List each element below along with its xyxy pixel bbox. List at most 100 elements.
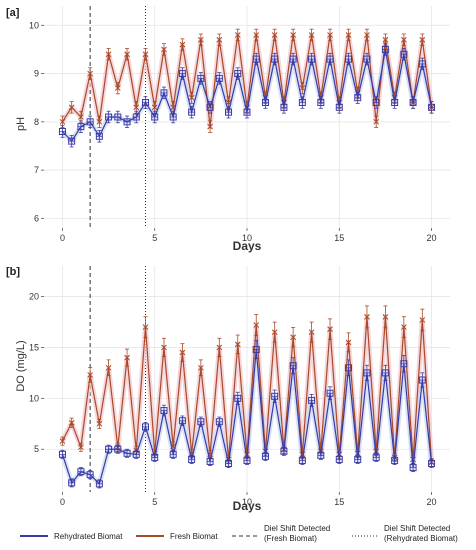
- marker-x: [308, 329, 315, 336]
- x-tick-label: 15: [334, 233, 344, 243]
- data-point-fresh: [87, 67, 93, 80]
- data-point-rehydrated: [169, 110, 177, 124]
- marker-x: [142, 51, 149, 58]
- data-point-rehydrated: [400, 48, 408, 61]
- panel-a-y-axis-title: pH: [15, 117, 27, 131]
- panel-a-diel-lines: [89, 6, 146, 228]
- marker-x: [382, 314, 389, 320]
- marker-x: [253, 32, 260, 38]
- marker-x: [234, 341, 241, 348]
- data-point-fresh: [142, 48, 149, 61]
- data-point-rehydrated: [308, 393, 316, 407]
- data-point-rehydrated: [77, 120, 85, 133]
- data-point-rehydrated: [206, 101, 214, 114]
- marker-x: [78, 114, 84, 120]
- marker-x: [161, 344, 167, 351]
- x-tick-label: 10: [242, 497, 252, 507]
- legend-item-fresh: Fresh Biomat: [136, 532, 218, 541]
- panel-a-series: [58, 28, 436, 148]
- data-point-rehydrated: [188, 105, 196, 119]
- x-tick-label: 5: [152, 233, 157, 243]
- data-point-rehydrated: [381, 43, 389, 56]
- marker-x: [59, 118, 66, 125]
- y-tick-label: 15: [29, 342, 39, 352]
- panel-a-label: [a]: [6, 7, 20, 19]
- data-point-rehydrated: [289, 357, 297, 375]
- data-point-fresh: [114, 81, 121, 95]
- marker-x: [290, 334, 296, 341]
- data-point-rehydrated: [418, 372, 426, 388]
- panel-b-do-chart: [b] 0 5 10 15 20 5 10 15 20 DO (mg/L) Days: [6, 266, 450, 513]
- marker-x: [271, 329, 278, 336]
- data-point-rehydrated: [354, 91, 362, 104]
- data-point-rehydrated: [372, 96, 380, 109]
- data-point-fresh: [271, 28, 278, 42]
- marker-x: [179, 41, 186, 48]
- data-point-rehydrated: [58, 449, 66, 459]
- marker-x: [419, 317, 426, 323]
- data-point-fresh: [253, 28, 260, 42]
- data-point-fresh: [96, 115, 103, 129]
- panel-b-label: [b]: [6, 266, 20, 278]
- data-point-rehydrated: [132, 110, 140, 124]
- marker-x: [59, 438, 66, 444]
- marker-x: [216, 344, 223, 351]
- data-point-fresh: [188, 91, 195, 104]
- marker-x: [382, 36, 389, 43]
- data-point-rehydrated: [86, 115, 94, 129]
- data-point-rehydrated: [132, 449, 140, 459]
- panel-b-y-axis-title: DO (mg/L): [15, 340, 27, 391]
- data-point-rehydrated: [197, 72, 205, 85]
- data-point-fresh: [345, 332, 352, 353]
- data-point-rehydrated: [58, 125, 66, 138]
- data-point-fresh: [142, 316, 149, 338]
- data-point-rehydrated: [298, 455, 306, 465]
- data-point-rehydrated: [271, 52, 279, 66]
- marker-x: [124, 51, 130, 58]
- data-point-fresh: [105, 48, 112, 61]
- data-point-fresh: [382, 305, 389, 329]
- data-point-rehydrated: [271, 389, 279, 403]
- marker-x: [345, 32, 352, 38]
- marker-x: [364, 32, 370, 38]
- y-tick-label: 7: [34, 165, 39, 175]
- panel-a-y-ticks: 6 7 8 9 10: [29, 20, 44, 223]
- data-point-rehydrated: [215, 416, 223, 427]
- data-point-rehydrated: [160, 404, 168, 417]
- data-point-fresh: [179, 343, 186, 362]
- marker-x: [78, 444, 84, 451]
- data-point-fresh: [327, 28, 333, 42]
- data-point-rehydrated: [317, 450, 325, 460]
- marker-x: [198, 364, 204, 371]
- data-point-rehydrated: [391, 96, 399, 109]
- marker-x: [327, 326, 333, 332]
- marker-x: [87, 372, 93, 378]
- data-point-fresh: [96, 418, 103, 429]
- data-point-fresh: [419, 308, 426, 332]
- data-point-fresh: [364, 305, 370, 329]
- marker-x: [271, 32, 278, 38]
- data-point-fresh: [290, 327, 296, 348]
- marker-x: [308, 32, 315, 38]
- panel-a-x-ticks: 0 5 10 15 20: [60, 228, 437, 243]
- data-point-rehydrated: [142, 96, 149, 109]
- x-tick-label: 20: [427, 233, 437, 243]
- marker-x: [419, 36, 426, 43]
- marker-x: [68, 419, 75, 426]
- legend-item-diel-fresh: Diel Shift Detected (Fresh Biomat): [232, 524, 330, 543]
- data-point-rehydrated: [243, 105, 251, 119]
- data-point-rehydrated: [335, 101, 343, 114]
- data-point-rehydrated: [252, 340, 260, 359]
- marker-x: [410, 456, 416, 463]
- marker-x: [87, 70, 93, 77]
- marker-x: [401, 36, 407, 43]
- data-point-rehydrated: [298, 96, 306, 109]
- x-tick-label: 0: [60, 233, 65, 243]
- data-point-fresh: [373, 115, 380, 129]
- data-point-rehydrated: [178, 67, 186, 80]
- marker-x: [105, 51, 112, 58]
- data-point-rehydrated: [252, 52, 260, 66]
- data-point-fresh: [161, 43, 167, 56]
- data-point-rehydrated: [68, 134, 76, 148]
